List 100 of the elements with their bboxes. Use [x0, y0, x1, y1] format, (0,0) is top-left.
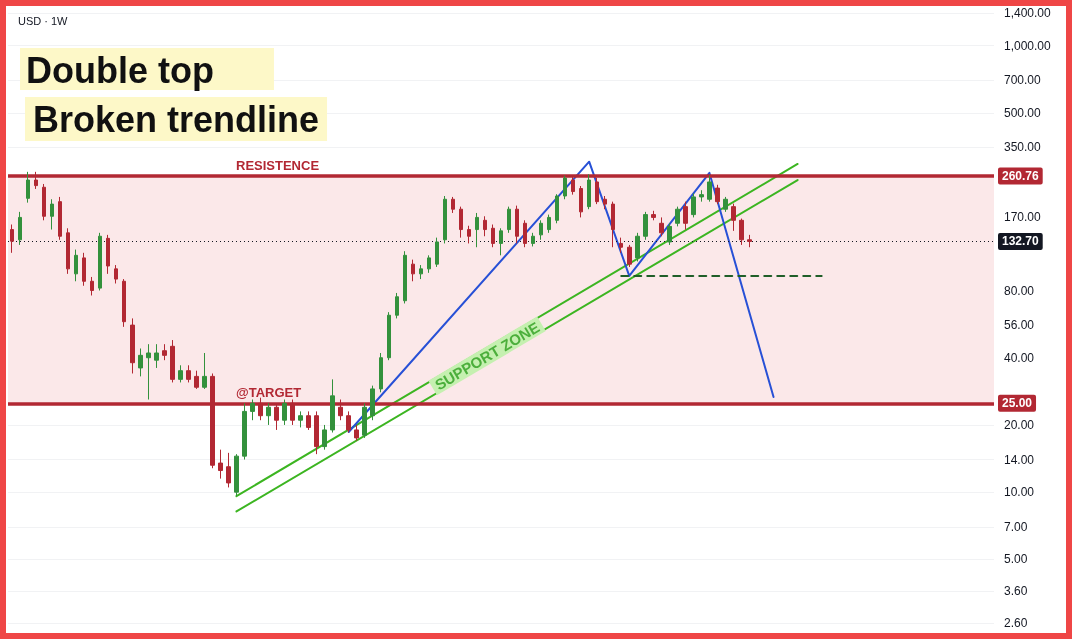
candlestick	[282, 399, 287, 426]
candlestick	[651, 210, 656, 221]
candlestick	[731, 203, 736, 232]
candlestick	[170, 339, 175, 383]
candlestick	[747, 234, 752, 248]
candlestick	[379, 352, 383, 393]
candlestick	[50, 198, 54, 231]
candlestick	[10, 224, 14, 254]
ref-line-label: 260.76	[1002, 168, 1040, 183]
candlestick	[699, 189, 704, 203]
candlestick	[643, 211, 648, 241]
candlestick	[563, 174, 567, 200]
candlestick	[330, 378, 335, 434]
candlestick	[82, 252, 86, 287]
candlestick	[242, 402, 247, 461]
candlestick	[475, 212, 479, 248]
candlestick	[675, 206, 680, 227]
candlestick	[26, 171, 30, 204]
text: Double top	[26, 49, 214, 91]
candlestick	[266, 402, 271, 426]
candlestick	[531, 232, 535, 247]
candlestick	[314, 410, 319, 455]
candlestick	[370, 385, 375, 421]
candlestick	[459, 206, 463, 239]
candlestick	[194, 370, 199, 390]
candlestick	[106, 234, 110, 275]
candlestick	[202, 352, 207, 390]
candlestick	[739, 218, 744, 246]
candlestick	[547, 214, 551, 234]
candlestick	[427, 254, 431, 274]
y-tick-label: 10.00	[1004, 485, 1035, 500]
candlestick	[507, 206, 511, 234]
candlestick	[42, 183, 46, 221]
y-tick-label: 350.00	[1004, 140, 1042, 155]
y-tick-label: 2.60	[1004, 615, 1028, 630]
candlestick	[659, 216, 664, 237]
candlestick	[218, 449, 223, 480]
candlestick	[387, 311, 391, 361]
y-tick-label: 20.00	[1004, 417, 1035, 432]
y-tick-label: 56.00	[1004, 318, 1035, 333]
y-tick-label: 40.00	[1004, 350, 1035, 365]
candlestick	[298, 410, 303, 428]
line-series	[347, 160, 775, 433]
candlestick	[395, 292, 399, 319]
y-tick-label: 80.00	[1004, 283, 1035, 298]
y-tick-label: 1,000.00	[1004, 38, 1052, 53]
y-tick-label: 7.00	[1004, 519, 1028, 534]
candlestick	[362, 402, 367, 439]
annotation: USD · 1W	[18, 14, 69, 27]
candlestick	[66, 227, 70, 275]
candlestick	[250, 399, 255, 421]
candlestick	[90, 276, 94, 296]
candlestick	[419, 264, 423, 280]
candlestick	[234, 453, 239, 497]
y-tick-label: 3.60	[1004, 584, 1028, 599]
candlestick	[611, 201, 615, 248]
candlestick	[555, 193, 559, 224]
annotation: @TARGET	[236, 385, 302, 401]
text: Broken trendline	[33, 98, 320, 140]
candlestick	[467, 225, 471, 244]
candlestick	[587, 173, 591, 210]
candlestick	[515, 205, 519, 244]
candlestick	[683, 201, 688, 231]
candlestick	[707, 174, 712, 203]
candlestick	[138, 347, 143, 377]
y-tick-label: 14.00	[1004, 452, 1035, 467]
candlestick	[723, 196, 728, 213]
candlestick	[523, 219, 527, 248]
candlestick	[715, 184, 720, 205]
y-tick-label: 5.00	[1004, 552, 1028, 567]
y-tick-label: 700.00	[1004, 73, 1042, 88]
candlestick	[322, 424, 327, 451]
candlestick	[435, 237, 439, 268]
candlestick	[619, 237, 623, 254]
candlestick	[411, 259, 415, 282]
candlestick	[226, 452, 231, 488]
y-tick-label: 500.00	[1004, 105, 1042, 120]
candlestick	[130, 317, 135, 374]
y-tick-label: 1,400.00	[1004, 5, 1052, 20]
candlestick	[635, 232, 640, 262]
candlestick	[667, 222, 672, 246]
candlestick	[162, 343, 167, 361]
candlestick	[58, 196, 62, 241]
candlestick	[346, 410, 351, 434]
candlestick	[603, 195, 607, 210]
candlestick	[579, 185, 583, 218]
candlestick	[354, 424, 359, 442]
candlestick	[451, 196, 455, 214]
candlestick	[499, 227, 503, 256]
candlestick	[539, 219, 543, 241]
candlestick	[18, 211, 22, 246]
candlestick	[178, 364, 183, 383]
candlestick	[114, 264, 118, 284]
candlestick	[154, 343, 159, 369]
candlestick	[491, 224, 495, 248]
candlestick	[443, 195, 447, 244]
candlestick	[186, 364, 191, 383]
annotation: RESISTENCE	[236, 157, 320, 173]
ref-line-label: 25.00	[1002, 396, 1033, 411]
candlestick	[146, 343, 151, 401]
